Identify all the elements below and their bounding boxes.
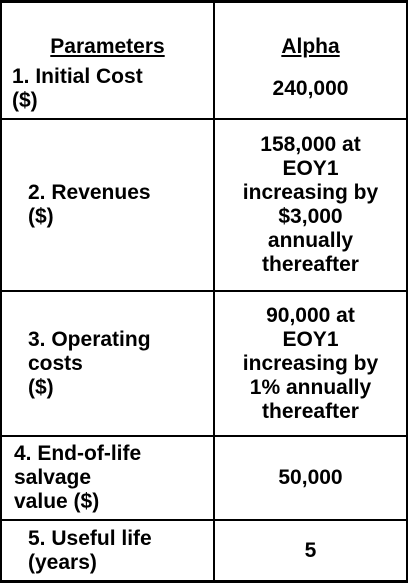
salvage-value-value: 50,000: [215, 437, 406, 519]
salvage-value-value-text: 50,000: [278, 466, 343, 489]
salvage-value-label: 4. End-of-life salvage value ($): [2, 437, 213, 519]
useful-life-value-text: 5: [304, 538, 317, 562]
initial-cost-label-text: 1. Initial Cost ($): [12, 65, 143, 112]
operating-costs-value-text: 90,000 at EOY1 increasing by 1% annually…: [242, 303, 379, 423]
useful-life-value: 5: [215, 521, 406, 580]
alpha-header-text: Alpha: [281, 35, 340, 58]
row-divider-2: [0, 290, 408, 292]
row-divider-4: [0, 519, 408, 521]
revenues-label: 2. Revenues ($): [2, 120, 213, 290]
salvage-value-label-text: 4. End-of-life salvage value ($): [14, 442, 142, 513]
operating-costs-label: 3. Operating costs ($): [2, 292, 213, 435]
bottom-border: [0, 580, 408, 583]
initial-cost-label: 1. Initial Cost ($): [2, 60, 213, 118]
alpha-header: Alpha: [215, 33, 406, 61]
parameters-header-text: Parameters: [50, 35, 165, 58]
operating-costs-label-text: 3. Operating costs ($): [28, 327, 151, 399]
top-border: [0, 0, 408, 3]
row-divider-3: [0, 435, 408, 437]
operating-costs-value: 90,000 at EOY1 increasing by 1% annually…: [215, 292, 406, 435]
revenues-value: 158,000 at EOY1 increasing by $3,000 ann…: [215, 120, 406, 290]
parameters-header: Parameters: [2, 33, 213, 61]
revenues-label-text: 2. Revenues ($): [28, 181, 151, 228]
useful-life-label-text: 5. Useful life (years): [28, 526, 152, 574]
row-divider-1: [0, 118, 408, 120]
revenues-value-text: 158,000 at EOY1 increasing by $3,000 ann…: [242, 133, 379, 276]
useful-life-label: 5. Useful life (years): [2, 521, 213, 580]
initial-cost-value: 240,000: [215, 60, 406, 118]
initial-cost-value-text: 240,000: [272, 77, 349, 100]
